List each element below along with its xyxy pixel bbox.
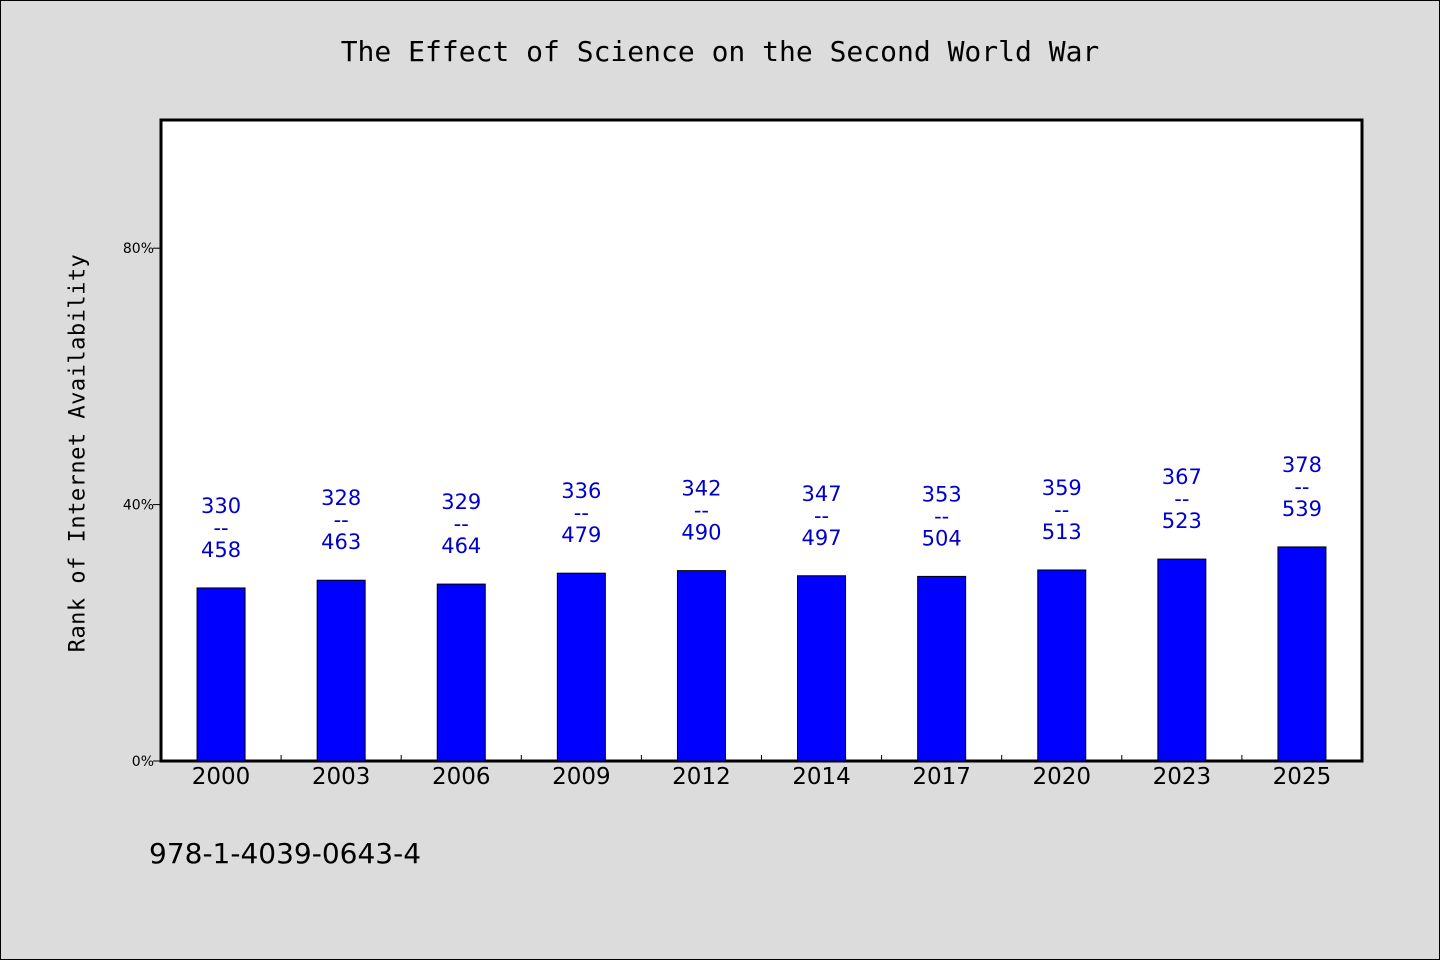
x-tick-label: 2014 — [792, 764, 851, 790]
data-label-separator: -- — [1054, 498, 1069, 522]
data-label-top: 328 — [321, 486, 361, 510]
y-tick-label: 80% — [123, 241, 154, 257]
x-tick-label: 2017 — [912, 764, 971, 790]
data-label-top: 336 — [561, 479, 601, 503]
data-label-top: 367 — [1162, 465, 1202, 489]
data-label-top: 378 — [1282, 453, 1322, 477]
data-label-bottom: 490 — [681, 521, 721, 545]
y-tick-label: 0% — [132, 754, 154, 770]
data-label-separator: -- — [1174, 487, 1189, 511]
x-tick-label: 2020 — [1032, 764, 1091, 790]
data-label-separator: -- — [814, 504, 829, 528]
data-label-top: 330 — [201, 494, 241, 518]
data-label-separator: -- — [334, 508, 349, 532]
y-tick-label: 40% — [123, 498, 154, 514]
x-tick-label: 2023 — [1153, 764, 1212, 790]
data-label-bottom: 504 — [922, 526, 962, 550]
data-label-bottom: 458 — [201, 538, 241, 562]
data-label-bottom: 479 — [561, 523, 601, 547]
bar-2017 — [917, 575, 967, 762]
data-label-separator: -- — [574, 501, 589, 525]
data-label-bottom: 523 — [1162, 509, 1202, 533]
data-label-separator: -- — [213, 516, 228, 540]
data-label-top: 342 — [681, 477, 721, 501]
data-label-top: 329 — [441, 490, 481, 514]
bar-2009 — [556, 572, 606, 762]
bar-2003 — [316, 579, 366, 762]
bar-2014 — [797, 575, 847, 762]
data-label-bottom: 464 — [441, 534, 481, 558]
x-tick-label: 2009 — [552, 764, 611, 790]
bar-2000 — [196, 587, 246, 762]
data-label-separator: -- — [1294, 475, 1309, 499]
data-label-separator: -- — [454, 512, 469, 536]
x-tick-label: 2012 — [672, 764, 731, 790]
bar-2020 — [1037, 569, 1087, 762]
data-label-separator: -- — [934, 504, 949, 528]
bar-2025 — [1277, 546, 1327, 762]
isbn-label: 978-1-4039-0643-4 — [149, 837, 422, 870]
data-label-bottom: 539 — [1282, 497, 1322, 521]
x-tick-label: 2003 — [312, 764, 371, 790]
data-label-bottom: 463 — [321, 530, 361, 554]
data-label-separator: -- — [694, 499, 709, 523]
data-label-top: 347 — [802, 482, 842, 506]
x-tick-label: 2000 — [192, 764, 251, 790]
data-label-bottom: 497 — [802, 526, 842, 550]
bar-2006 — [436, 583, 486, 762]
x-tick-label: 2025 — [1273, 764, 1332, 790]
data-label-top: 359 — [1042, 476, 1082, 500]
data-label-top: 353 — [922, 482, 962, 506]
chart-title: The Effect of Science on the Second Worl… — [340, 35, 1100, 68]
x-tick-label: 2006 — [432, 764, 491, 790]
bar-2023 — [1157, 558, 1207, 762]
data-label-bottom: 513 — [1042, 520, 1082, 544]
bar-2012 — [676, 570, 726, 762]
